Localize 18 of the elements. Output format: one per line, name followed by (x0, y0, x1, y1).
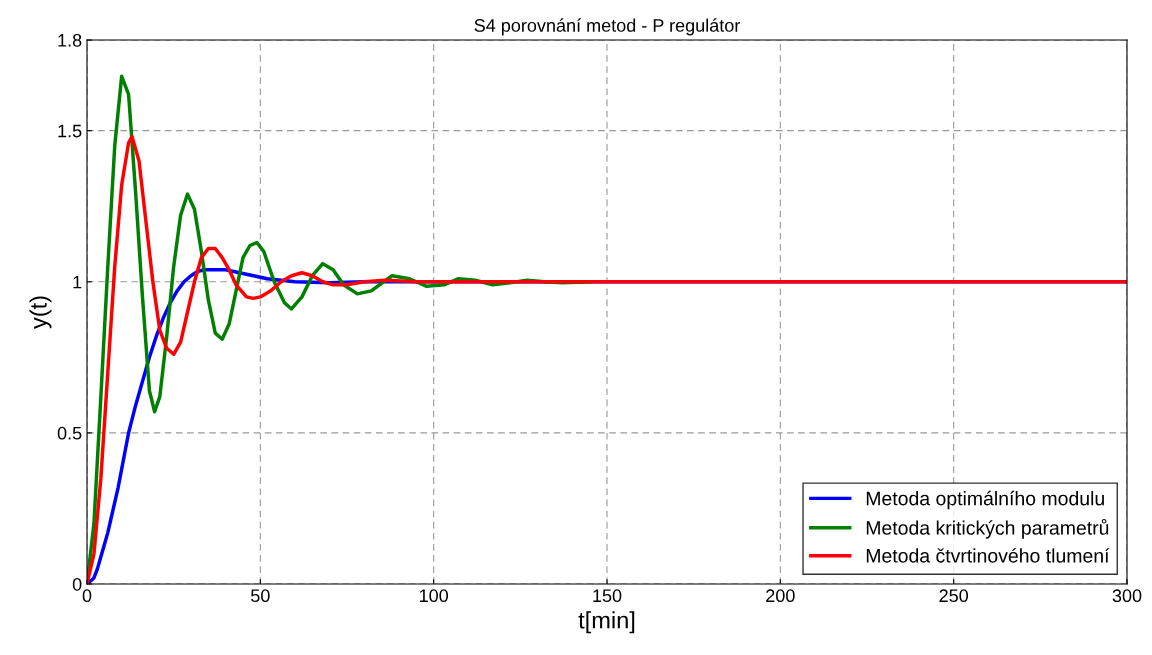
y-tick-label: 1.8 (58, 33, 82, 47)
x-tick-label: 0 (82, 589, 92, 603)
legend-label: Metoda kritických parametrů (866, 518, 1109, 539)
x-axis-title: t[min] (578, 611, 635, 634)
y-tick-label: 0 (72, 577, 82, 591)
x-tick-label: 150 (593, 589, 622, 603)
x-tick-label: 250 (939, 589, 969, 603)
x-tick-label: 300 (1112, 589, 1142, 603)
x-tick-label: 200 (766, 589, 795, 603)
y-tick-label: 1.5 (58, 124, 82, 138)
y-axis-title: y(t) (29, 296, 52, 329)
x-tick-label: 100 (419, 589, 449, 603)
y-tick-label: 0.5 (57, 426, 82, 440)
y-tick-label: 1 (73, 275, 82, 289)
chart-title: S4 porovnání metod - P regulátor (474, 18, 741, 36)
legend-label: Metoda optimálního modulu (866, 490, 1104, 510)
x-tick-label: 50 (251, 589, 270, 603)
legend-label: Metoda čtvrtinového tlumení (866, 548, 1110, 563)
